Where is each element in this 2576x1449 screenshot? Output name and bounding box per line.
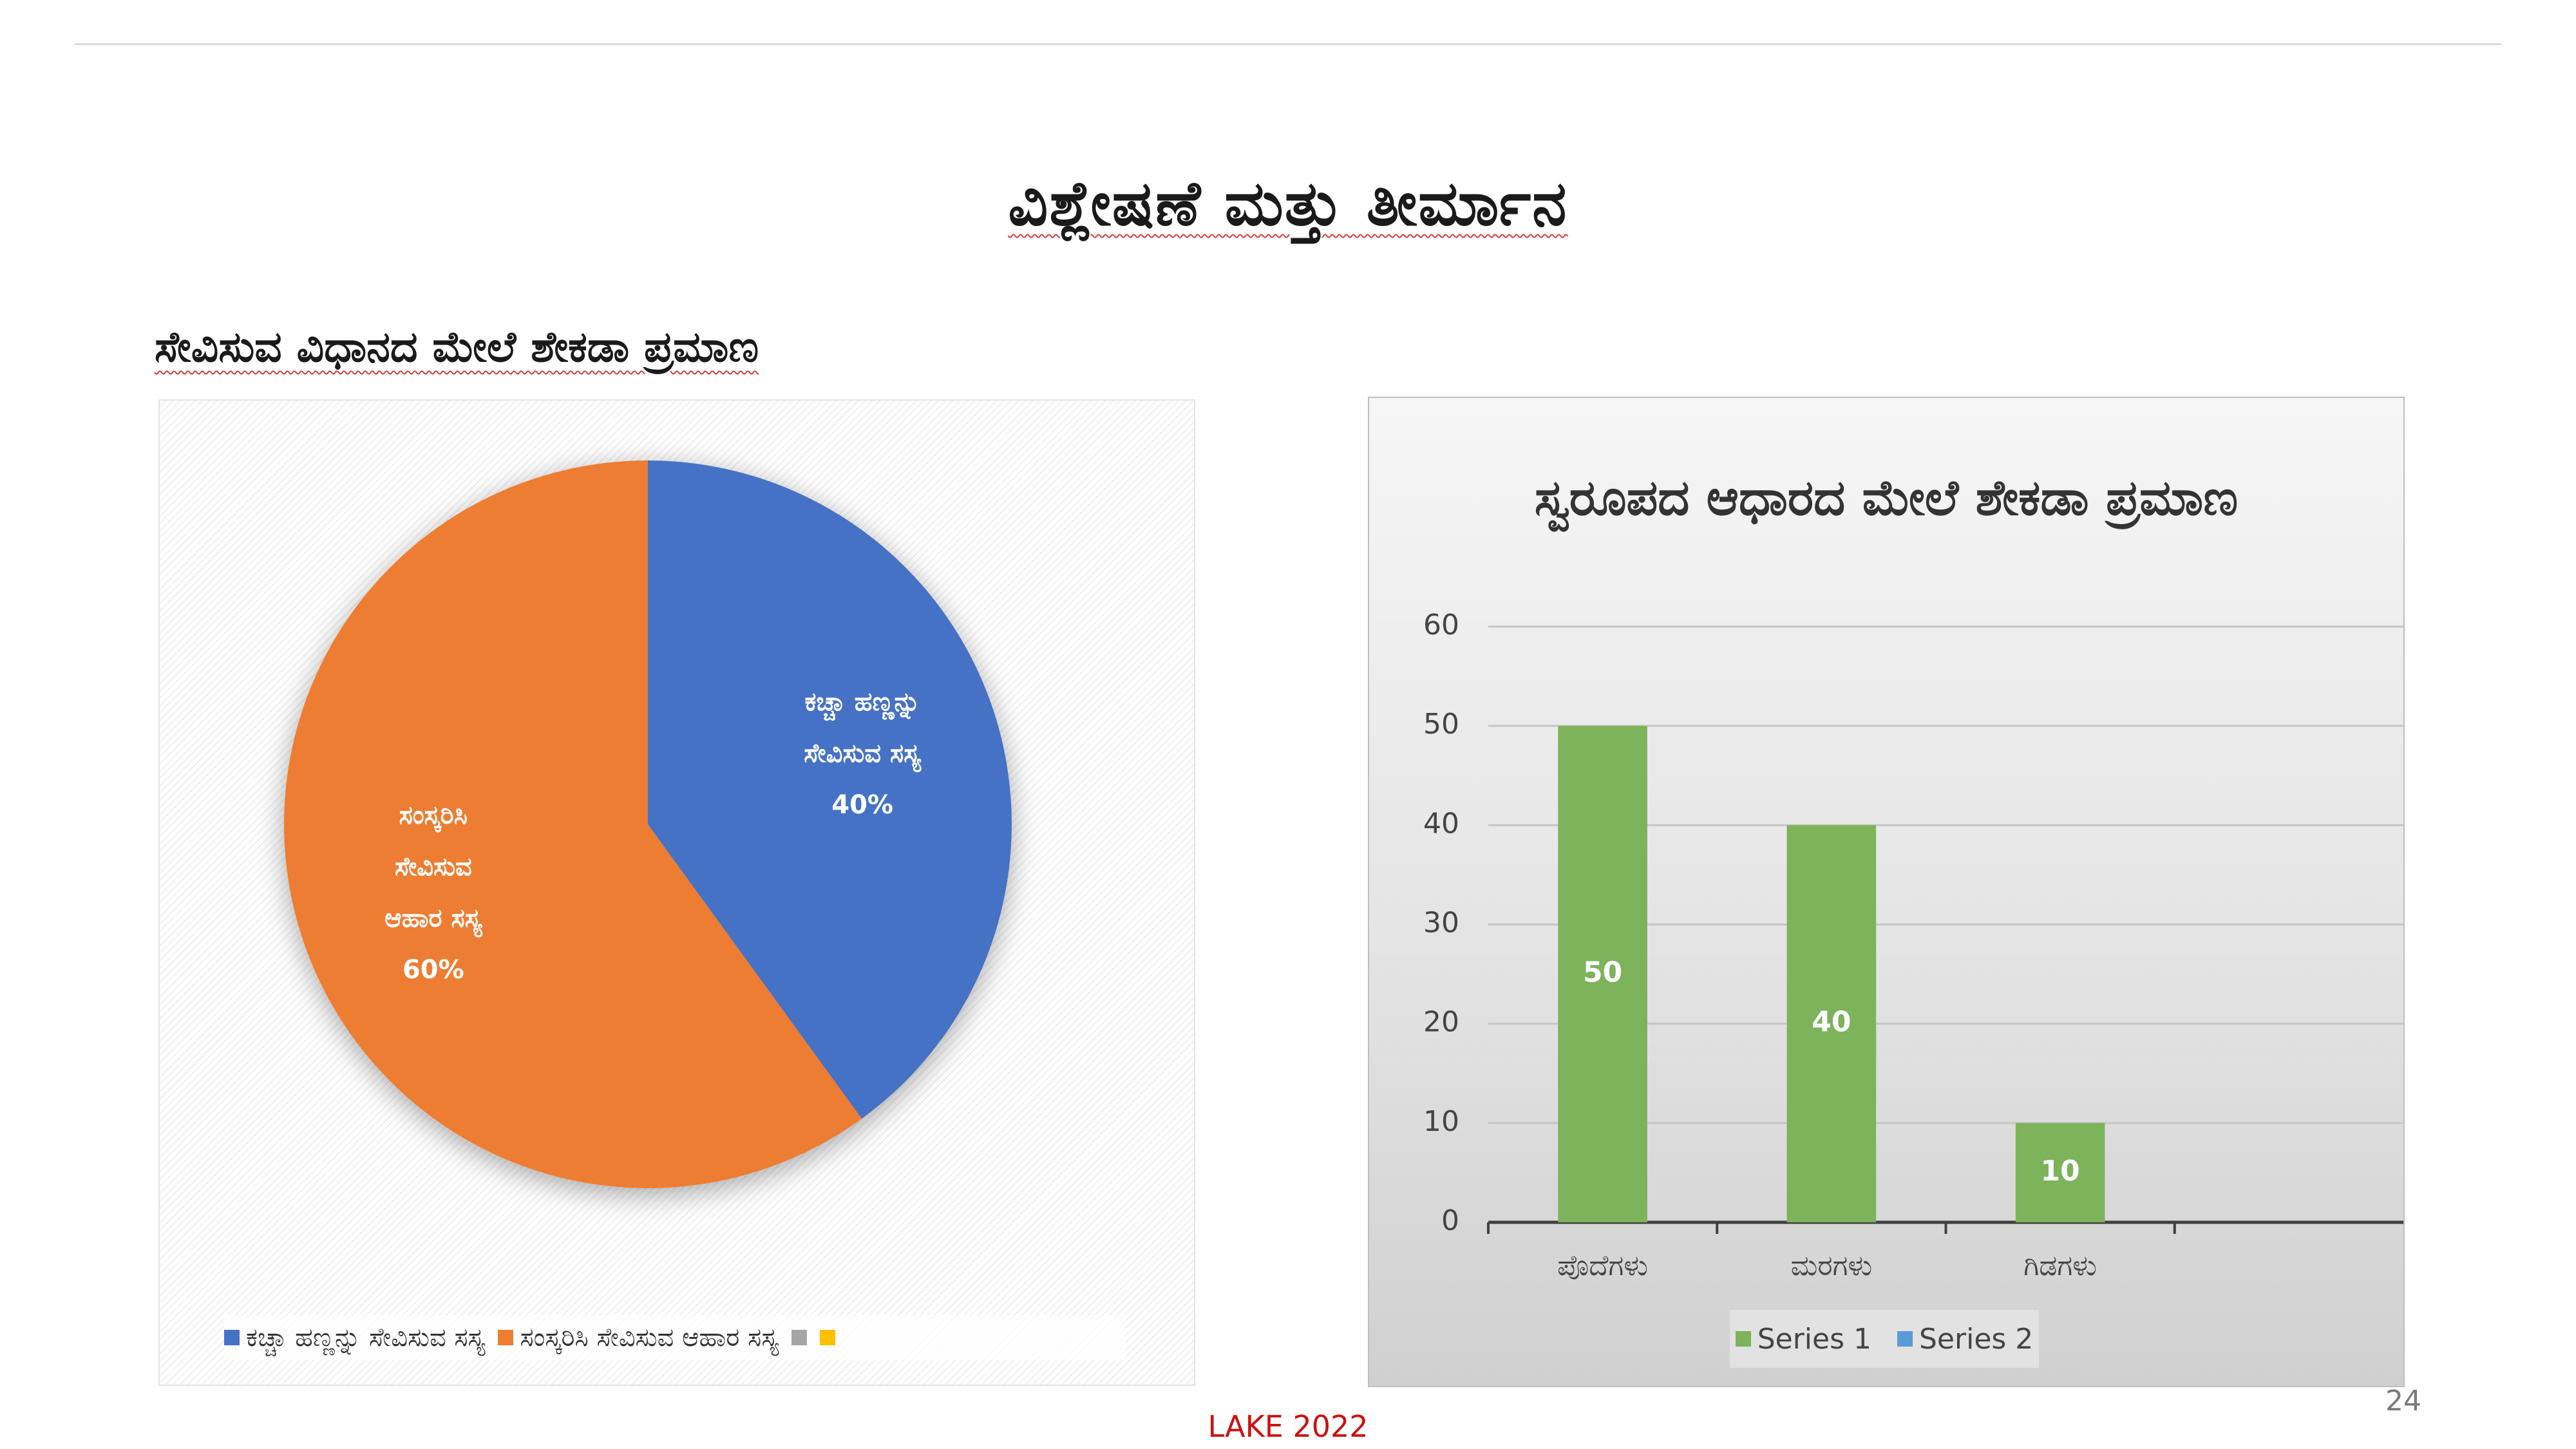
y-tick-label: 40 [1423, 807, 1459, 840]
bar-data-label: 40 [1812, 1006, 1851, 1039]
legend-swatch [820, 1330, 836, 1345]
bar-data-label: 10 [2041, 1155, 2080, 1188]
y-tick-label: 0 [1441, 1204, 1459, 1237]
y-tick-label: 60 [1423, 609, 1459, 641]
pie-legend: ಕಚ್ಚಾ ಹಣ್ಣನ್ನು ಸೇವಿಸುವ ಸಸ್ಯ ಸಂಸ್ಕರಿಸಿ ಸೇ… [224, 1315, 1126, 1360]
legend-label: Series 1 [1757, 1322, 1871, 1356]
pie-category-label: ಸೇವಿಸುವ [395, 852, 472, 882]
pie-category-label: ಸಂಸ್ಕರಿಸಿ [399, 800, 468, 833]
pie-chart-panel: ಕಚ್ಚಾ ಹಣ್ಣನ್ನು ಸೇವಿಸುವ ಸಸ್ಯ 40% ಸಂಸ್ಕರಿಸಿ ಸೇ… [158, 399, 1195, 1386]
bar [1558, 726, 1647, 1222]
pie-legend-item-empty-gray [791, 1330, 808, 1345]
bar-data-label: 50 [1583, 956, 1622, 989]
y-tick-label: 20 [1423, 1006, 1459, 1039]
x-tick-label: ಮರಗಳು [1790, 1249, 1872, 1282]
x-tick-label: ಗಿಡಗಳು [2023, 1249, 2097, 1282]
bar-chart-title: ಸ್ವರೂಪದ ಆಧಾರದ ಮೇಲೆ ಶೇಕಡಾ ಪ್ರಮಾಣ [1369, 450, 2403, 546]
pie-legend-item-processed: ಸಂಸ್ಕರಿಸಿ ಸೇವಿಸುವ ಆಹಾರ ಸಸ್ಯ [498, 1323, 779, 1352]
y-tick-label: 30 [1423, 907, 1459, 940]
bar-legend: Series 1 Series 2 [1730, 1310, 2039, 1368]
top-rule [75, 43, 2501, 45]
slide-title: ವಿಶ್ಲೇಷಣೆ ಮತ್ತು ತೀರ್ಮಾನ [0, 167, 2576, 241]
pie-legend-item-empty-yellow [820, 1330, 836, 1345]
y-tick-label: 50 [1423, 708, 1459, 741]
pie-value-label: 60% [402, 955, 464, 985]
legend-swatch [224, 1330, 240, 1345]
pie-chart-title-text: ಸೇವಿಸುವ ವಿಧಾನದ ಮೇಲೆ ಶೇಕಡಾ ಪ್ರಮಾಣ [155, 322, 759, 372]
y-tick-label: 10 [1423, 1105, 1459, 1138]
legend-swatch [1897, 1331, 1913, 1347]
pie-chart-title: ಸೇವಿಸುವ ವಿಧಾನದ ಮೇಲೆ ಶೇಕಡಾ ಪ್ರಮಾಣ [155, 322, 759, 373]
x-tick-label: ಪೊದೆಗಳು [1557, 1249, 1648, 1282]
legend-label: ಸಂಸ್ಕರಿಸಿ ಸೇವಿಸುವ ಆಹಾರ ಸಸ್ಯ [520, 1323, 779, 1352]
pie-category-label: ಸೇವಿಸುವ ಸಸ್ಯ [804, 739, 922, 773]
bar-legend-item-series1: Series 1 [1735, 1322, 1871, 1356]
legend-label: Series 2 [1919, 1322, 2034, 1356]
pie-value-label: 40% [831, 790, 893, 820]
bar [1786, 825, 1877, 1222]
bar-chart: 0 10 20 30 40 50 60 ಪೊದೆಗಳು 50 ಮರಗಳು 40 ಗಿಡಗಳು 10 [1423, 609, 2403, 1282]
pie-slice [283, 460, 862, 1188]
bar-chart-panel: ಸ್ವರೂಪದ ಆಧಾರದ ಮೇಲೆ ಶೇಕಡಾ ಪ್ರಮಾಣ 0 10 20 30 4… [1368, 397, 2405, 1387]
pie-category-label: ಕಚ್ಚಾ ಹಣ್ಣನ್ನು [804, 687, 920, 721]
pie-legend-item-raw: ಕಚ್ಚಾ ಹಣ್ಣನ್ನು ಸೇವಿಸುವ ಸಸ್ಯ [224, 1323, 485, 1352]
bar-chart-title-text: ಸ್ವರೂಪದ ಆಧಾರದ ಮೇಲೆ ಶೇಕಡಾ ಪ್ರಮಾಣ [1534, 469, 2239, 526]
pie-category-label: ಆಹಾರ ಸಸ್ಯ [384, 904, 483, 938]
legend-label: ಕಚ್ಚಾ ಹಣ್ಣನ್ನು ಸೇವಿಸುವ ಸಸ್ಯ [246, 1323, 486, 1352]
bar [2015, 1122, 2105, 1222]
legend-swatch [791, 1330, 808, 1345]
legend-swatch [1735, 1331, 1751, 1347]
pie-slice [648, 460, 1012, 1119]
legend-swatch [498, 1330, 514, 1345]
footer-text: LAKE 2022 [1208, 1409, 1368, 1444]
pie-chart: ಕಚ್ಚಾ ಹಣ್ಣನ್ನು ಸೇವಿಸುವ ಸಸ್ಯ 40% ಸಂಸ್ಕರಿಸಿ ಸೇ… [283, 460, 1012, 1188]
page-number: 24 [2385, 1385, 2421, 1417]
bar-legend-item-series2: Series 2 [1897, 1323, 2033, 1356]
slide-title-text: ವಿಶ್ಲೇಷಣೆ ಮತ್ತು ತೀರ್ಮಾನ [1008, 167, 1568, 240]
